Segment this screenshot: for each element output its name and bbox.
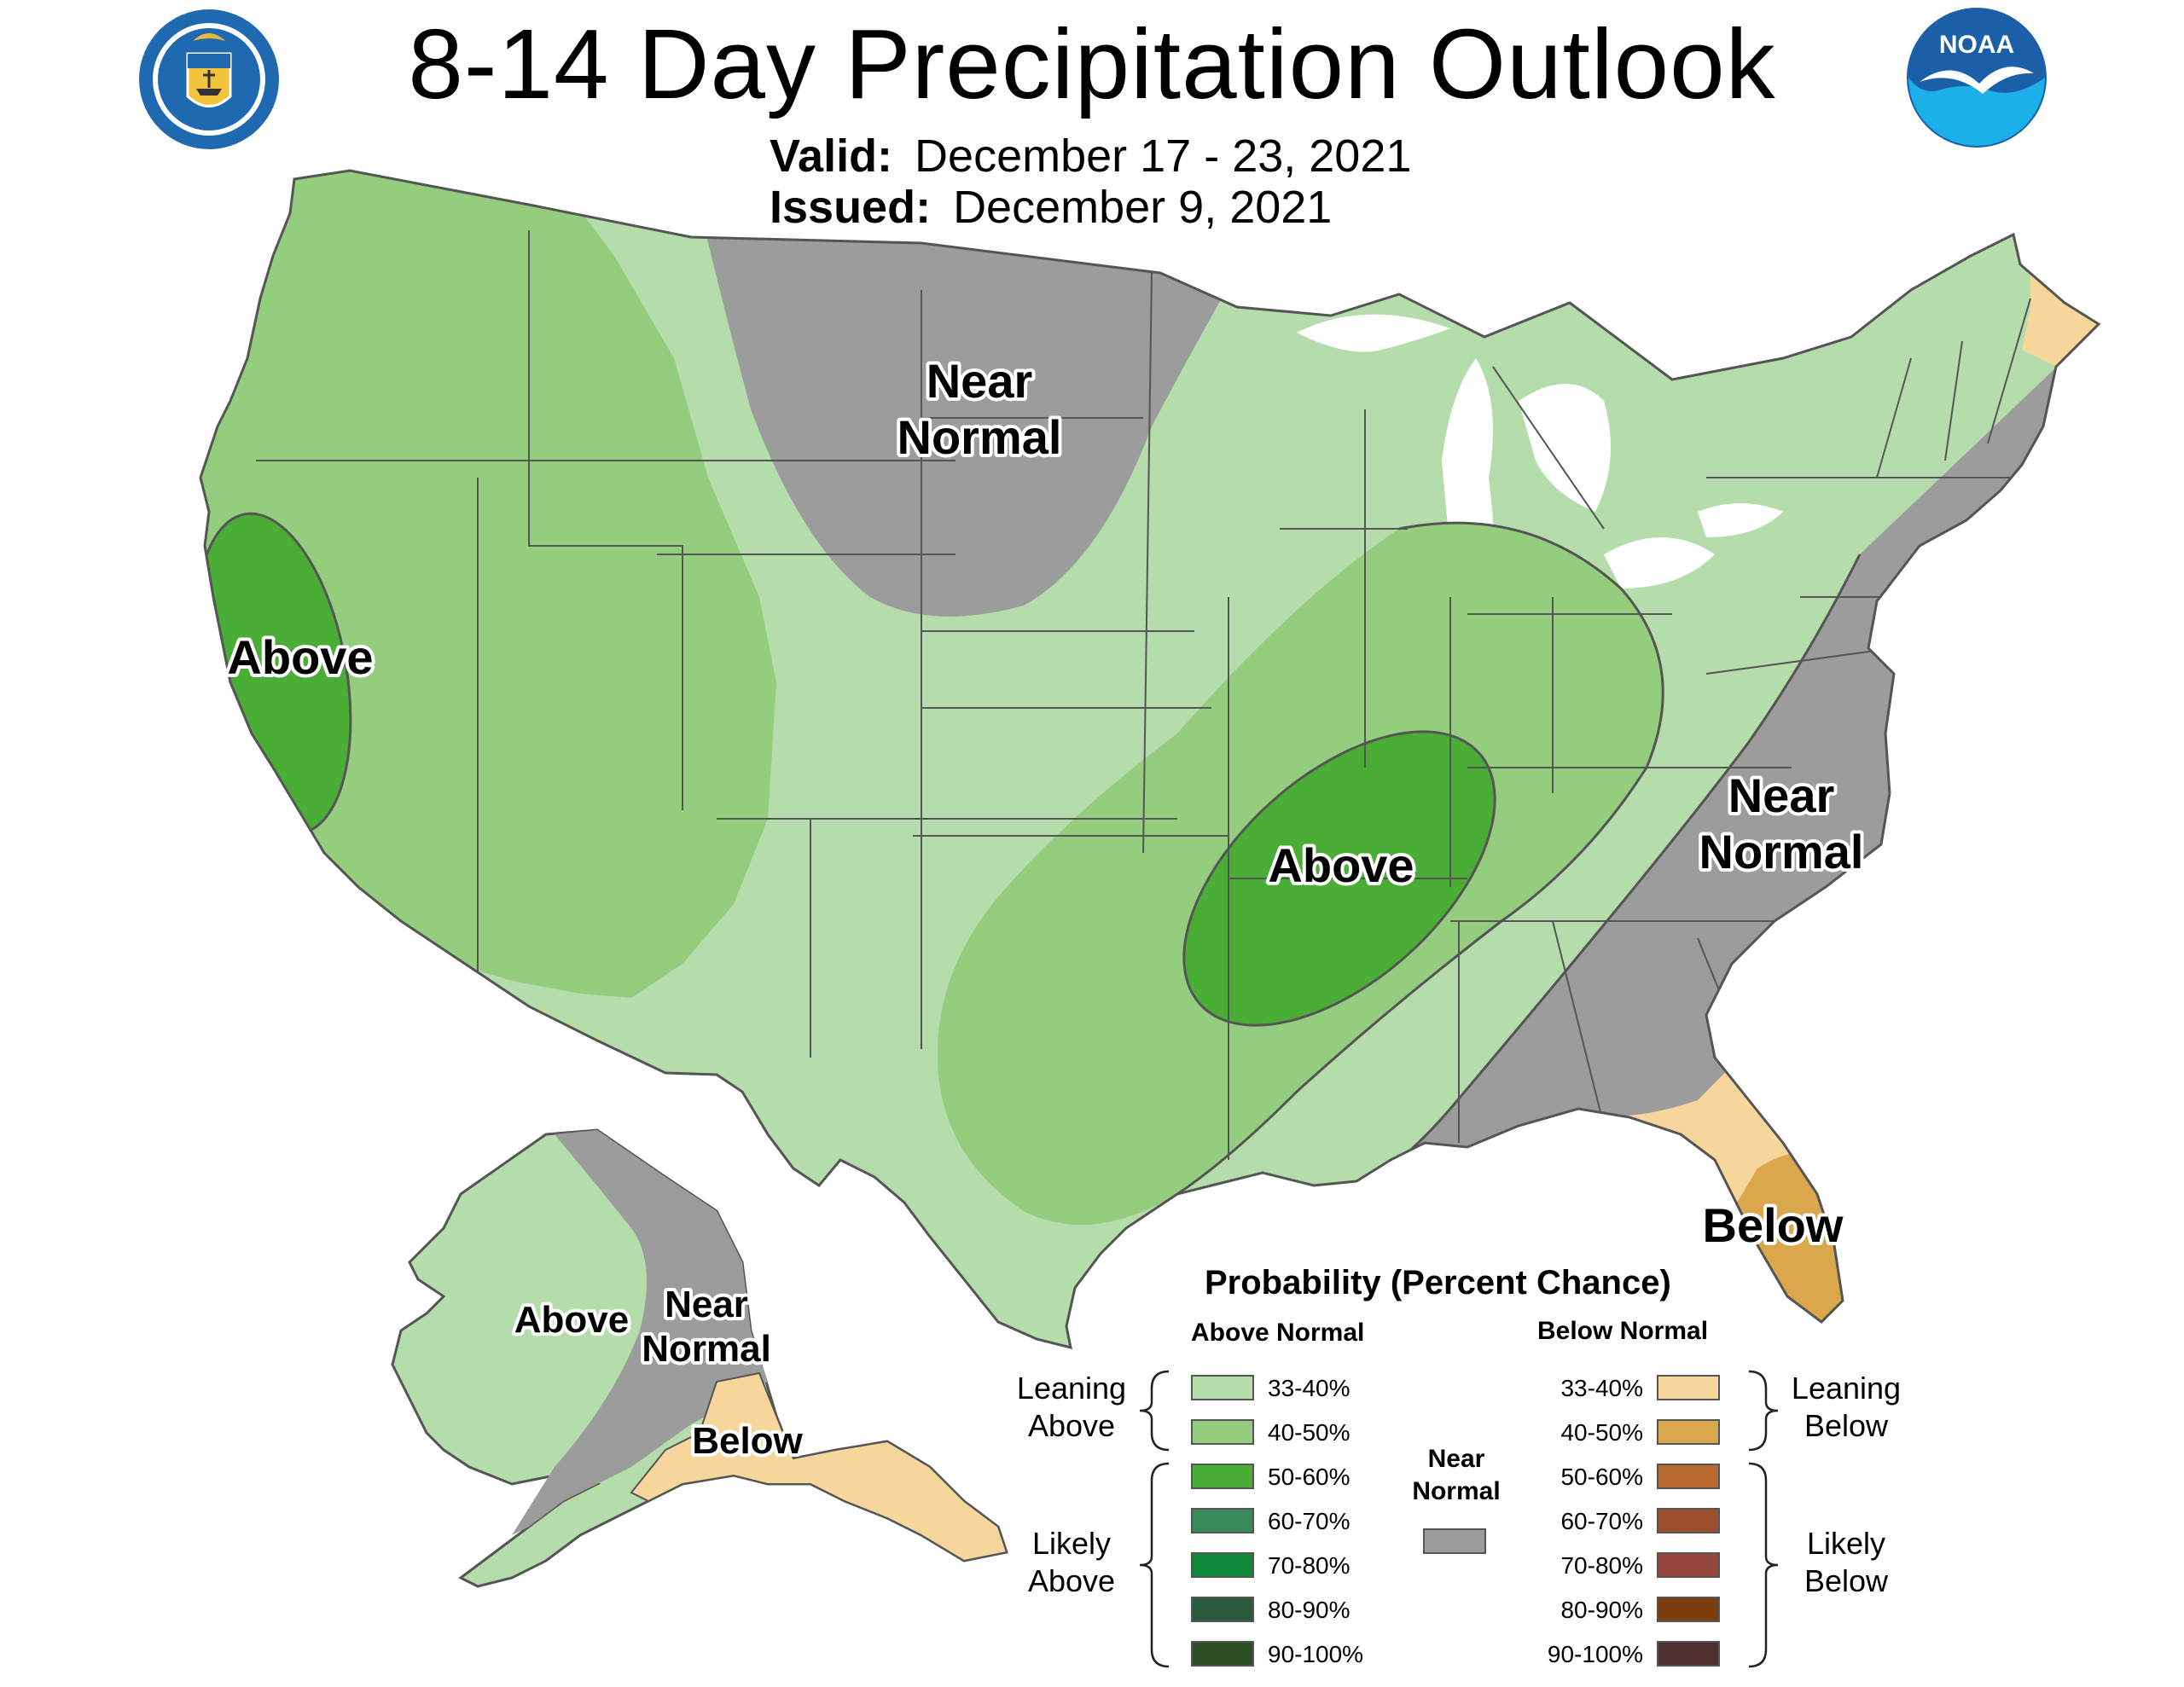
label-alaska-above: Above [514,1299,629,1341]
legend-below-range-1: 33-40% [1560,1375,1643,1401]
legend-likely-below: Likely Below [1778,1525,1914,1600]
lake-ontario [1698,503,1783,537]
legend-brace-likely-below [1748,1462,1779,1668]
label-near-normal-north-2: Normal [897,410,1062,464]
lake-erie [1604,537,1715,588]
valid-value: December 17 - 23, 2021 [915,130,1412,182]
legend-above-range-3: 50-60% [1268,1464,1350,1490]
legend-leaning-below: Leaning Below [1778,1370,1914,1445]
legend-above-range-1: 33-40% [1268,1375,1350,1401]
legend-brace-leaning-below [1748,1370,1779,1452]
legend-below-swatch-6 [1657,1597,1720,1622]
legend-likely-below-line2: Below [1804,1563,1889,1598]
page-title: 8-14 Day Precipitation Outlook [408,9,1776,119]
legend-likely-below-line1: Likely [1806,1526,1886,1561]
label-alaska-near-2: Normal [642,1328,771,1370]
legend-above-range-7: 90-100% [1268,1641,1364,1667]
lake-huron [1519,384,1611,512]
legend-below-swatch-4 [1657,1508,1720,1533]
legend-below-swatch-5 [1657,1552,1720,1578]
legend-brace-leaning-above [1139,1370,1170,1452]
legend-above-range-6: 80-90% [1268,1597,1350,1623]
legend-near-normal-swatch [1423,1528,1486,1554]
legend-near-line2: Normal [1412,1477,1501,1505]
issued-label: Issued: [770,182,932,233]
valid-label: Valid: [770,130,893,182]
label-above-west: Above [227,630,373,684]
label-near-normal-east-2: Normal [1699,825,1864,878]
commerce-seal-icon [139,9,279,149]
legend-below-range-4: 60-70% [1560,1508,1643,1534]
legend-likely-above-line2: Above [1027,1563,1116,1598]
label-below-florida: Below [1703,1198,1844,1252]
legend-above-range-5: 70-80% [1268,1552,1350,1579]
legend-below-swatch-7 [1657,1641,1720,1667]
legend-below-header: Below Normal [1537,1317,1709,1345]
legend-above-swatch-2 [1191,1419,1254,1445]
legend-below-range-2: 40-50% [1560,1419,1643,1446]
legend-above-swatch-1 [1191,1375,1254,1400]
label-above-central: Above [1268,838,1414,892]
legend-above-header: Above Normal [1191,1319,1365,1347]
legend-title: Probability (Percent Chance) [1205,1264,1671,1301]
label-alaska-near-1: Near [665,1284,748,1325]
legend-below-range-7: 90-100% [1547,1641,1643,1667]
label-near-normal-east-1: Near [1728,768,1835,822]
legend-leaning-above-line1: Leaning [1016,1371,1127,1406]
lake-superior [1297,314,1450,352]
legend-below-range-3: 50-60% [1560,1464,1643,1490]
region-maine-lean-below [2022,256,2099,367]
label-near-normal-north-1: Near [926,354,1033,408]
legend-near-normal-label: Near Normal [1392,1443,1520,1508]
legend-below-swatch-1 [1657,1375,1720,1400]
legend-below-range-5: 70-80% [1560,1552,1643,1579]
valid-dates: Valid: December 17 - 23, 2021 [770,130,1411,183]
legend-below-swatch-3 [1657,1464,1720,1489]
legend-leaning-below-line1: Leaning [1791,1371,1902,1406]
legend-above-swatch-6 [1191,1597,1254,1622]
legend-above-range-2: 40-50% [1268,1419,1350,1446]
legend-near-line1: Near [1427,1445,1485,1473]
noaa-logo-icon: NOAA [1907,8,2047,148]
legend-likely-above-line1: Likely [1031,1526,1112,1561]
alaska-inset [391,1128,1008,1588]
legend-below-range-6: 80-90% [1560,1597,1643,1623]
legend-likely-above: Likely Above [1003,1525,1140,1600]
region-north-near-normal [691,171,1297,617]
issued-date: Issued: December 9, 2021 [770,181,1332,234]
legend-brace-likely-above [1139,1462,1170,1668]
legend-above-swatch-4 [1191,1508,1254,1533]
legend-leaning-above: Leaning Above [1003,1370,1140,1445]
legend-above-range-4: 60-70% [1268,1508,1350,1534]
noaa-logo-text: NOAA [1939,31,2014,59]
legend-above-swatch-5 [1191,1552,1254,1578]
legend-above-swatch-3 [1191,1464,1254,1489]
label-alaska-below: Below [692,1420,803,1462]
legend-leaning-below-line2: Below [1804,1408,1889,1443]
legend-leaning-above-line2: Above [1027,1408,1116,1443]
issued-value: December 9, 2021 [953,182,1333,233]
legend-below-swatch-2 [1657,1419,1720,1445]
legend-above-swatch-7 [1191,1641,1254,1667]
